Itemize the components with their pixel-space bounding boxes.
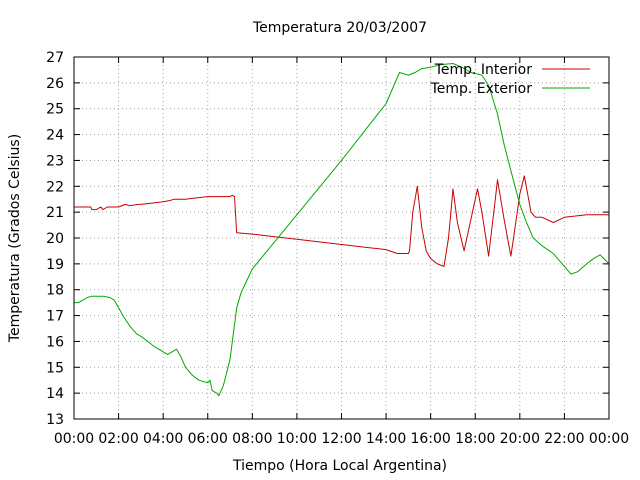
x-tick-label: 22:00 (544, 431, 584, 447)
legend-label-exterior: Temp. Exterior (430, 81, 533, 97)
plot-frame (73, 56, 610, 420)
x-tick-label: 04:00 (143, 431, 183, 447)
x-tick-label: 12:00 (321, 431, 361, 447)
y-tick-label: 26 (46, 76, 64, 92)
legend: Temp. Interior Temp. Exterior (430, 62, 590, 97)
legend-label-interior: Temp. Interior (434, 62, 533, 78)
x-tick-label: 10:00 (277, 431, 317, 447)
y-tick-label: 19 (46, 257, 64, 273)
x-tick-label: 20:00 (500, 431, 540, 447)
x-tick-label: 06:00 (188, 431, 228, 447)
x-tick-label: 02:00 (98, 431, 138, 447)
y-tick-label: 27 (46, 50, 64, 66)
x-tick-label: 08:00 (232, 431, 272, 447)
x-axis-label: Tiempo (Hora Local Argentina) (232, 458, 447, 474)
series-line-exterior (74, 63, 610, 397)
x-tick-label: 18:00 (455, 431, 495, 447)
axis-tick-labels: 00:00 02:00 04:00 06:00 08:00 10:00 12:00 14:00… (46, 50, 629, 447)
y-tick-label: 24 (46, 128, 64, 144)
grid (74, 57, 609, 419)
x-tick-label: 00:00 (54, 431, 94, 447)
chart-title: Temperatura 20/03/2007 (252, 20, 427, 36)
series-layer (74, 63, 610, 397)
y-tick-label: 15 (46, 360, 64, 376)
x-tick-label: 16:00 (410, 431, 450, 447)
x-tick-label: 00:00 (589, 431, 629, 447)
y-tick-label: 17 (46, 309, 64, 325)
y-tick-label: 23 (46, 153, 64, 169)
y-axis-label: Temperatura (Grados Celsius) (7, 134, 23, 343)
y-tick-label: 21 (46, 205, 64, 221)
axis-ticks (73, 56, 610, 420)
x-tick-label: 14:00 (366, 431, 406, 447)
y-tick-label: 13 (46, 412, 64, 428)
y-tick-label: 25 (46, 102, 64, 118)
y-tick-label: 16 (46, 334, 64, 350)
y-tick-label: 22 (46, 179, 64, 195)
y-tick-label: 18 (46, 283, 64, 299)
series-line-interior (74, 175, 609, 267)
y-tick-label: 14 (46, 386, 64, 402)
y-tick-label: 20 (46, 231, 64, 247)
